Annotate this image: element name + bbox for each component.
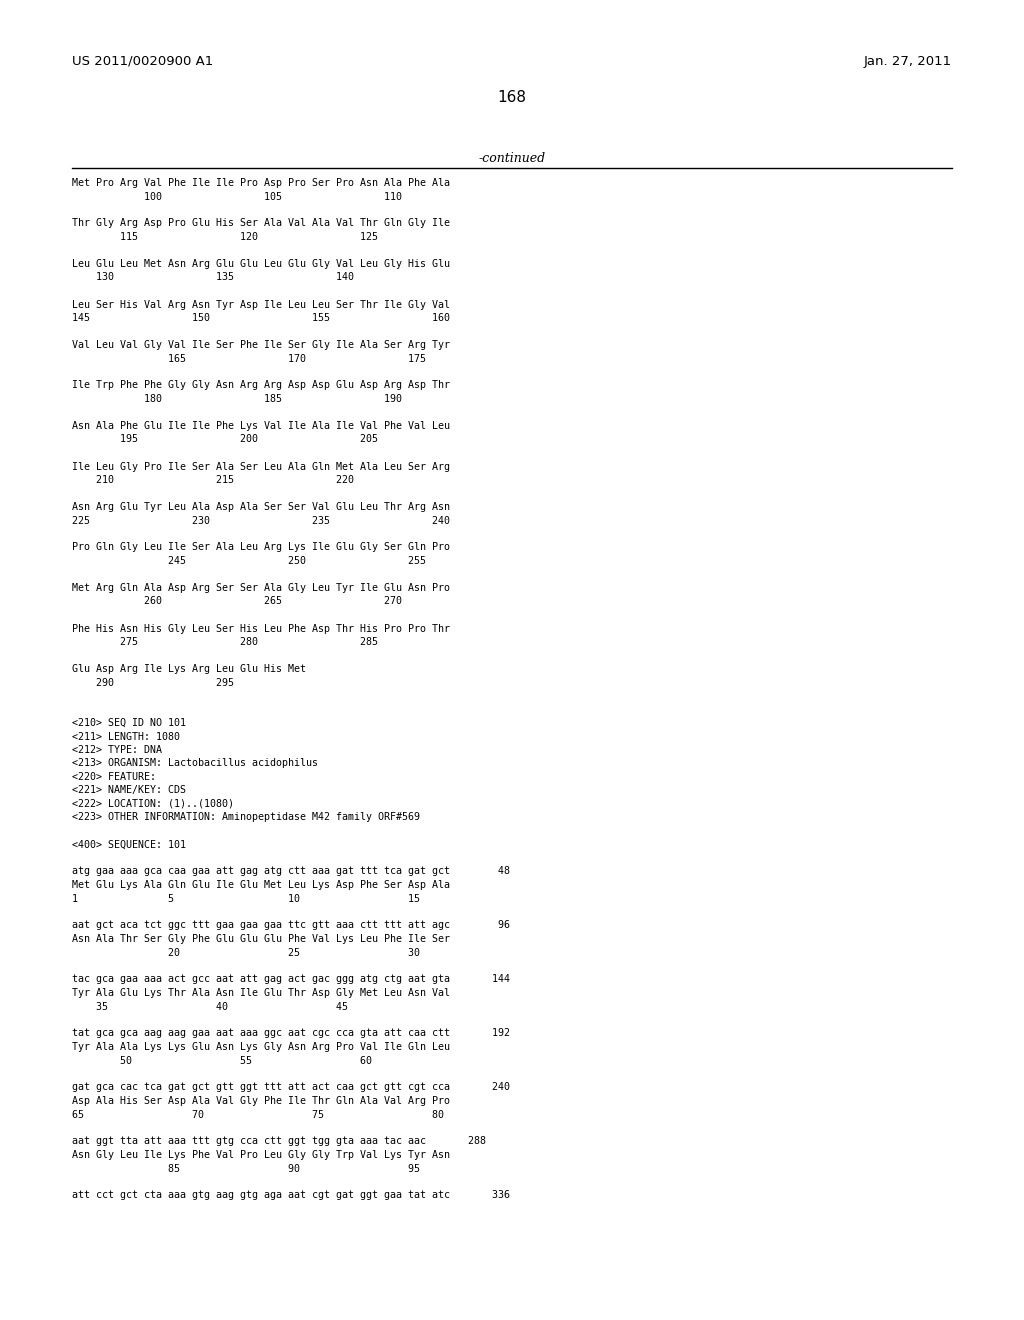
Text: Asn Ala Thr Ser Gly Phe Glu Glu Glu Phe Val Lys Leu Phe Ile Ser: Asn Ala Thr Ser Gly Phe Glu Glu Glu Phe … (72, 935, 450, 944)
Text: Pro Gln Gly Leu Ile Ser Ala Leu Arg Lys Ile Glu Gly Ser Gln Pro: Pro Gln Gly Leu Ile Ser Ala Leu Arg Lys … (72, 543, 450, 553)
Text: 180                 185                 190: 180 185 190 (72, 393, 402, 404)
Text: Asn Ala Phe Glu Ile Ile Phe Lys Val Ile Ala Ile Val Phe Val Leu: Asn Ala Phe Glu Ile Ile Phe Lys Val Ile … (72, 421, 450, 432)
Text: Jan. 27, 2011: Jan. 27, 2011 (864, 55, 952, 69)
Text: <210> SEQ ID NO 101: <210> SEQ ID NO 101 (72, 718, 186, 729)
Text: Tyr Ala Ala Lys Lys Glu Asn Lys Gly Asn Arg Pro Val Ile Gln Leu: Tyr Ala Ala Lys Lys Glu Asn Lys Gly Asn … (72, 1041, 450, 1052)
Text: Met Arg Gln Ala Asp Arg Ser Ser Ala Gly Leu Tyr Ile Glu Asn Pro: Met Arg Gln Ala Asp Arg Ser Ser Ala Gly … (72, 583, 450, 593)
Text: -continued: -continued (478, 152, 546, 165)
Text: <213> ORGANISM: Lactobacillus acidophilus: <213> ORGANISM: Lactobacillus acidophilu… (72, 759, 318, 768)
Text: 145                 150                 155                 160: 145 150 155 160 (72, 313, 450, 323)
Text: 245                 250                 255: 245 250 255 (72, 556, 426, 566)
Text: 35                  40                  45: 35 40 45 (72, 1002, 348, 1011)
Text: 130                 135                 140: 130 135 140 (72, 272, 354, 282)
Text: Thr Gly Arg Asp Pro Glu His Ser Ala Val Ala Val Thr Gln Gly Ile: Thr Gly Arg Asp Pro Glu His Ser Ala Val … (72, 219, 450, 228)
Text: Val Leu Val Gly Val Ile Ser Phe Ile Ser Gly Ile Ala Ser Arg Tyr: Val Leu Val Gly Val Ile Ser Phe Ile Ser … (72, 341, 450, 350)
Text: 100                 105                 110: 100 105 110 (72, 191, 402, 202)
Text: aat gct aca tct ggc ttt gaa gaa gaa ttc gtt aaa ctt ttt att agc        96: aat gct aca tct ggc ttt gaa gaa gaa ttc … (72, 920, 510, 931)
Text: 1               5                   10                  15: 1 5 10 15 (72, 894, 420, 903)
Text: Asn Gly Leu Ile Lys Phe Val Pro Leu Gly Gly Trp Val Lys Tyr Asn: Asn Gly Leu Ile Lys Phe Val Pro Leu Gly … (72, 1150, 450, 1160)
Text: <223> OTHER INFORMATION: Aminopeptidase M42 family ORF#569: <223> OTHER INFORMATION: Aminopeptidase … (72, 813, 420, 822)
Text: 260                 265                 270: 260 265 270 (72, 597, 402, 606)
Text: Leu Ser His Val Arg Asn Tyr Asp Ile Leu Leu Ser Thr Ile Gly Val: Leu Ser His Val Arg Asn Tyr Asp Ile Leu … (72, 300, 450, 309)
Text: Ile Trp Phe Phe Gly Gly Asn Arg Arg Asp Asp Glu Asp Arg Asp Thr: Ile Trp Phe Phe Gly Gly Asn Arg Arg Asp … (72, 380, 450, 391)
Text: Phe His Asn His Gly Leu Ser His Leu Phe Asp Thr His Pro Pro Thr: Phe His Asn His Gly Leu Ser His Leu Phe … (72, 623, 450, 634)
Text: att cct gct cta aaa gtg aag gtg aga aat cgt gat ggt gaa tat atc       336: att cct gct cta aaa gtg aag gtg aga aat … (72, 1191, 510, 1200)
Text: 20                  25                  30: 20 25 30 (72, 948, 420, 957)
Text: Leu Glu Leu Met Asn Arg Glu Glu Leu Glu Gly Val Leu Gly His Glu: Leu Glu Leu Met Asn Arg Glu Glu Leu Glu … (72, 259, 450, 269)
Text: aat ggt tta att aaa ttt gtg cca ctt ggt tgg gta aaa tac aac       288: aat ggt tta att aaa ttt gtg cca ctt ggt … (72, 1137, 486, 1147)
Text: 195                 200                 205: 195 200 205 (72, 434, 378, 445)
Text: 50                  55                  60: 50 55 60 (72, 1056, 372, 1065)
Text: atg gaa aaa gca caa gaa att gag atg ctt aaa gat ttt tca gat gct        48: atg gaa aaa gca caa gaa att gag atg ctt … (72, 866, 510, 876)
Text: 165                 170                 175: 165 170 175 (72, 354, 426, 363)
Text: 290                 295: 290 295 (72, 677, 234, 688)
Text: Met Glu Lys Ala Gln Glu Ile Glu Met Leu Lys Asp Phe Ser Asp Ala: Met Glu Lys Ala Gln Glu Ile Glu Met Leu … (72, 880, 450, 890)
Text: <220> FEATURE:: <220> FEATURE: (72, 772, 156, 781)
Text: US 2011/0020900 A1: US 2011/0020900 A1 (72, 55, 213, 69)
Text: <212> TYPE: DNA: <212> TYPE: DNA (72, 744, 162, 755)
Text: <400> SEQUENCE: 101: <400> SEQUENCE: 101 (72, 840, 186, 850)
Text: <221> NAME/KEY: CDS: <221> NAME/KEY: CDS (72, 785, 186, 796)
Text: 275                 280                 285: 275 280 285 (72, 638, 378, 647)
Text: Tyr Ala Glu Lys Thr Ala Asn Ile Glu Thr Asp Gly Met Leu Asn Val: Tyr Ala Glu Lys Thr Ala Asn Ile Glu Thr … (72, 987, 450, 998)
Text: Glu Asp Arg Ile Lys Arg Leu Glu His Met: Glu Asp Arg Ile Lys Arg Leu Glu His Met (72, 664, 306, 675)
Text: 210                 215                 220: 210 215 220 (72, 475, 354, 484)
Text: Asp Ala His Ser Asp Ala Val Gly Phe Ile Thr Gln Ala Val Arg Pro: Asp Ala His Ser Asp Ala Val Gly Phe Ile … (72, 1096, 450, 1106)
Text: <211> LENGTH: 1080: <211> LENGTH: 1080 (72, 731, 180, 742)
Text: 225                 230                 235                 240: 225 230 235 240 (72, 516, 450, 525)
Text: 65                  70                  75                  80: 65 70 75 80 (72, 1110, 444, 1119)
Text: <222> LOCATION: (1)..(1080): <222> LOCATION: (1)..(1080) (72, 799, 234, 809)
Text: gat gca cac tca gat gct gtt ggt ttt att act caa gct gtt cgt cca       240: gat gca cac tca gat gct gtt ggt ttt att … (72, 1082, 510, 1093)
Text: Asn Arg Glu Tyr Leu Ala Asp Ala Ser Ser Val Glu Leu Thr Arg Asn: Asn Arg Glu Tyr Leu Ala Asp Ala Ser Ser … (72, 502, 450, 512)
Text: Met Pro Arg Val Phe Ile Ile Pro Asp Pro Ser Pro Asn Ala Phe Ala: Met Pro Arg Val Phe Ile Ile Pro Asp Pro … (72, 178, 450, 187)
Text: tat gca gca aag aag gaa aat aaa ggc aat cgc cca gta att caa ctt       192: tat gca gca aag aag gaa aat aaa ggc aat … (72, 1028, 510, 1039)
Text: 115                 120                 125: 115 120 125 (72, 232, 378, 242)
Text: 85                  90                  95: 85 90 95 (72, 1163, 420, 1173)
Text: Ile Leu Gly Pro Ile Ser Ala Ser Leu Ala Gln Met Ala Leu Ser Arg: Ile Leu Gly Pro Ile Ser Ala Ser Leu Ala … (72, 462, 450, 471)
Text: 168: 168 (498, 90, 526, 106)
Text: tac gca gaa aaa act gcc aat att gag act gac ggg atg ctg aat gta       144: tac gca gaa aaa act gcc aat att gag act … (72, 974, 510, 985)
